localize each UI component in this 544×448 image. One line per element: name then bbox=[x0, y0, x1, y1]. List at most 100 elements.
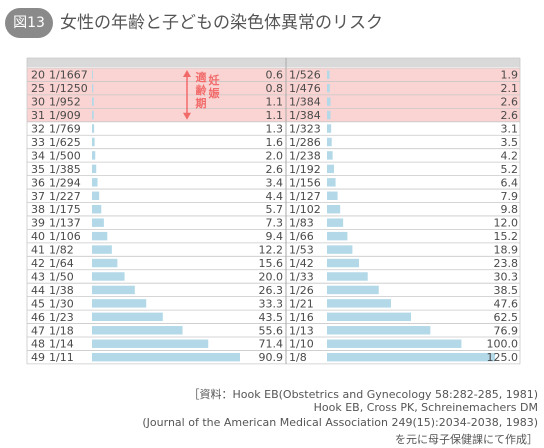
annotation-char: 適 bbox=[196, 70, 207, 84]
down-bar bbox=[92, 299, 147, 308]
all-ratio-label: 1/26 bbox=[289, 284, 314, 297]
down-value-label: 0.8 bbox=[266, 82, 284, 95]
down-ratio-label: 1/64 bbox=[49, 257, 74, 270]
all-value-label: 12.0 bbox=[494, 217, 519, 230]
all-value-label: 2.6 bbox=[501, 109, 519, 122]
down-bar bbox=[92, 326, 183, 335]
down-value-label: 9.4 bbox=[266, 230, 284, 243]
down-value-label: 20.0 bbox=[259, 270, 284, 283]
all-value-label: 5.2 bbox=[501, 163, 519, 176]
source-line-4: を元に母子保健課にて作成］ bbox=[395, 433, 538, 446]
arrow-down-icon bbox=[183, 112, 191, 120]
all-ratio-label: 1/127 bbox=[289, 190, 321, 203]
down-value-label: 5.7 bbox=[266, 203, 284, 216]
all-ratio-label: 1/42 bbox=[289, 257, 314, 270]
all-ratio-label: 1/10 bbox=[289, 338, 314, 351]
down-value-label: 4.4 bbox=[266, 190, 284, 203]
down-bar bbox=[92, 110, 94, 120]
age-label: 35 bbox=[31, 163, 45, 176]
arrow-up-icon bbox=[183, 70, 191, 77]
down-value-label: 2.0 bbox=[266, 149, 284, 162]
figure-badge: 図13 bbox=[5, 8, 53, 38]
down-value-label: 2.6 bbox=[266, 163, 284, 176]
down-ratio-label: 1/1250 bbox=[49, 82, 88, 95]
age-label: 42 bbox=[31, 257, 45, 270]
all-ratio-label: 1/66 bbox=[289, 230, 314, 243]
age-label: 40 bbox=[31, 230, 45, 243]
all-ratio-label: 1/53 bbox=[289, 244, 314, 257]
age-label: 44 bbox=[31, 284, 45, 297]
age-label: 45 bbox=[31, 297, 45, 310]
all-ratio-label: 1/192 bbox=[289, 163, 321, 176]
down-bar bbox=[92, 231, 108, 241]
all-bar bbox=[327, 326, 431, 335]
down-bar bbox=[92, 191, 100, 200]
down-bar bbox=[92, 245, 112, 254]
down-bar bbox=[92, 218, 104, 227]
down-ratio-label: 1/385 bbox=[49, 163, 81, 176]
all-ratio-label: 1/33 bbox=[289, 270, 314, 283]
age-label: 37 bbox=[31, 190, 45, 203]
all-ratio-label: 1/384 bbox=[289, 96, 321, 109]
all-bar bbox=[327, 178, 336, 187]
all-ratio-label: 1/102 bbox=[289, 203, 321, 216]
down-bar bbox=[92, 137, 95, 147]
age-label: 48 bbox=[31, 338, 45, 351]
down-value-label: 15.6 bbox=[259, 257, 284, 270]
all-ratio-label: 1/286 bbox=[289, 136, 321, 149]
down-bar bbox=[92, 205, 102, 214]
down-ratio-label: 1/14 bbox=[49, 338, 74, 351]
all-ratio-label: 1/384 bbox=[289, 109, 321, 122]
down-bar bbox=[92, 352, 240, 362]
all-value-label: 6.4 bbox=[501, 176, 519, 189]
down-ratio-label: 1/11 bbox=[49, 351, 74, 364]
annotation-char: 齢 bbox=[196, 83, 208, 97]
down-ratio-label: 1/1667 bbox=[49, 69, 88, 82]
all-ratio-label: 1/526 bbox=[289, 69, 321, 82]
down-bar bbox=[92, 272, 125, 281]
all-value-label: 30.3 bbox=[494, 270, 519, 283]
all-bar bbox=[327, 164, 334, 174]
age-label: 20 bbox=[31, 69, 45, 82]
age-label: 39 bbox=[31, 217, 45, 230]
down-value-label: 0.6 bbox=[266, 69, 284, 82]
all-value-label: 100.0 bbox=[487, 338, 519, 351]
all-value-label: 15.2 bbox=[494, 230, 519, 243]
all-ratio-label: 1/238 bbox=[289, 149, 321, 162]
all-value-label: 3.5 bbox=[501, 136, 519, 149]
down-value-label: 1.1 bbox=[266, 96, 284, 109]
down-value-label: 1.3 bbox=[266, 123, 284, 136]
down-ratio-label: 1/30 bbox=[49, 297, 74, 310]
all-bar bbox=[327, 258, 359, 268]
down-bar bbox=[92, 312, 163, 322]
down-ratio-label: 1/769 bbox=[49, 123, 81, 136]
all-ratio-label: 1/21 bbox=[289, 297, 314, 310]
down-bar bbox=[92, 285, 135, 295]
all-ratio-label: 1/476 bbox=[289, 82, 321, 95]
all-bar bbox=[327, 312, 411, 322]
annotation-sub-char: 娠 bbox=[208, 86, 221, 100]
down-value-label: 55.6 bbox=[259, 324, 284, 337]
age-label: 30 bbox=[31, 96, 45, 109]
all-bar bbox=[327, 70, 330, 79]
down-bar bbox=[92, 258, 118, 268]
down-ratio-label: 1/82 bbox=[49, 244, 74, 257]
down-ratio-label: 1/500 bbox=[49, 149, 81, 162]
all-ratio-label: 1/16 bbox=[289, 311, 314, 324]
age-label: 46 bbox=[31, 311, 45, 324]
all-value-label: 7.9 bbox=[501, 190, 519, 203]
all-value-label: 4.2 bbox=[501, 149, 519, 162]
down-bar bbox=[92, 97, 94, 106]
down-ratio-label: 1/106 bbox=[49, 230, 81, 243]
annotation-char: 期 bbox=[196, 96, 207, 110]
all-value-label: 62.5 bbox=[494, 311, 519, 324]
age-label: 36 bbox=[31, 176, 45, 189]
age-label: 47 bbox=[31, 324, 45, 337]
down-value-label: 43.5 bbox=[259, 311, 284, 324]
all-bar bbox=[327, 83, 330, 93]
all-bar bbox=[327, 231, 348, 241]
down-bar bbox=[92, 164, 97, 174]
all-value-label: 47.6 bbox=[494, 297, 519, 310]
age-label: 43 bbox=[31, 270, 45, 283]
down-bar bbox=[92, 339, 209, 348]
